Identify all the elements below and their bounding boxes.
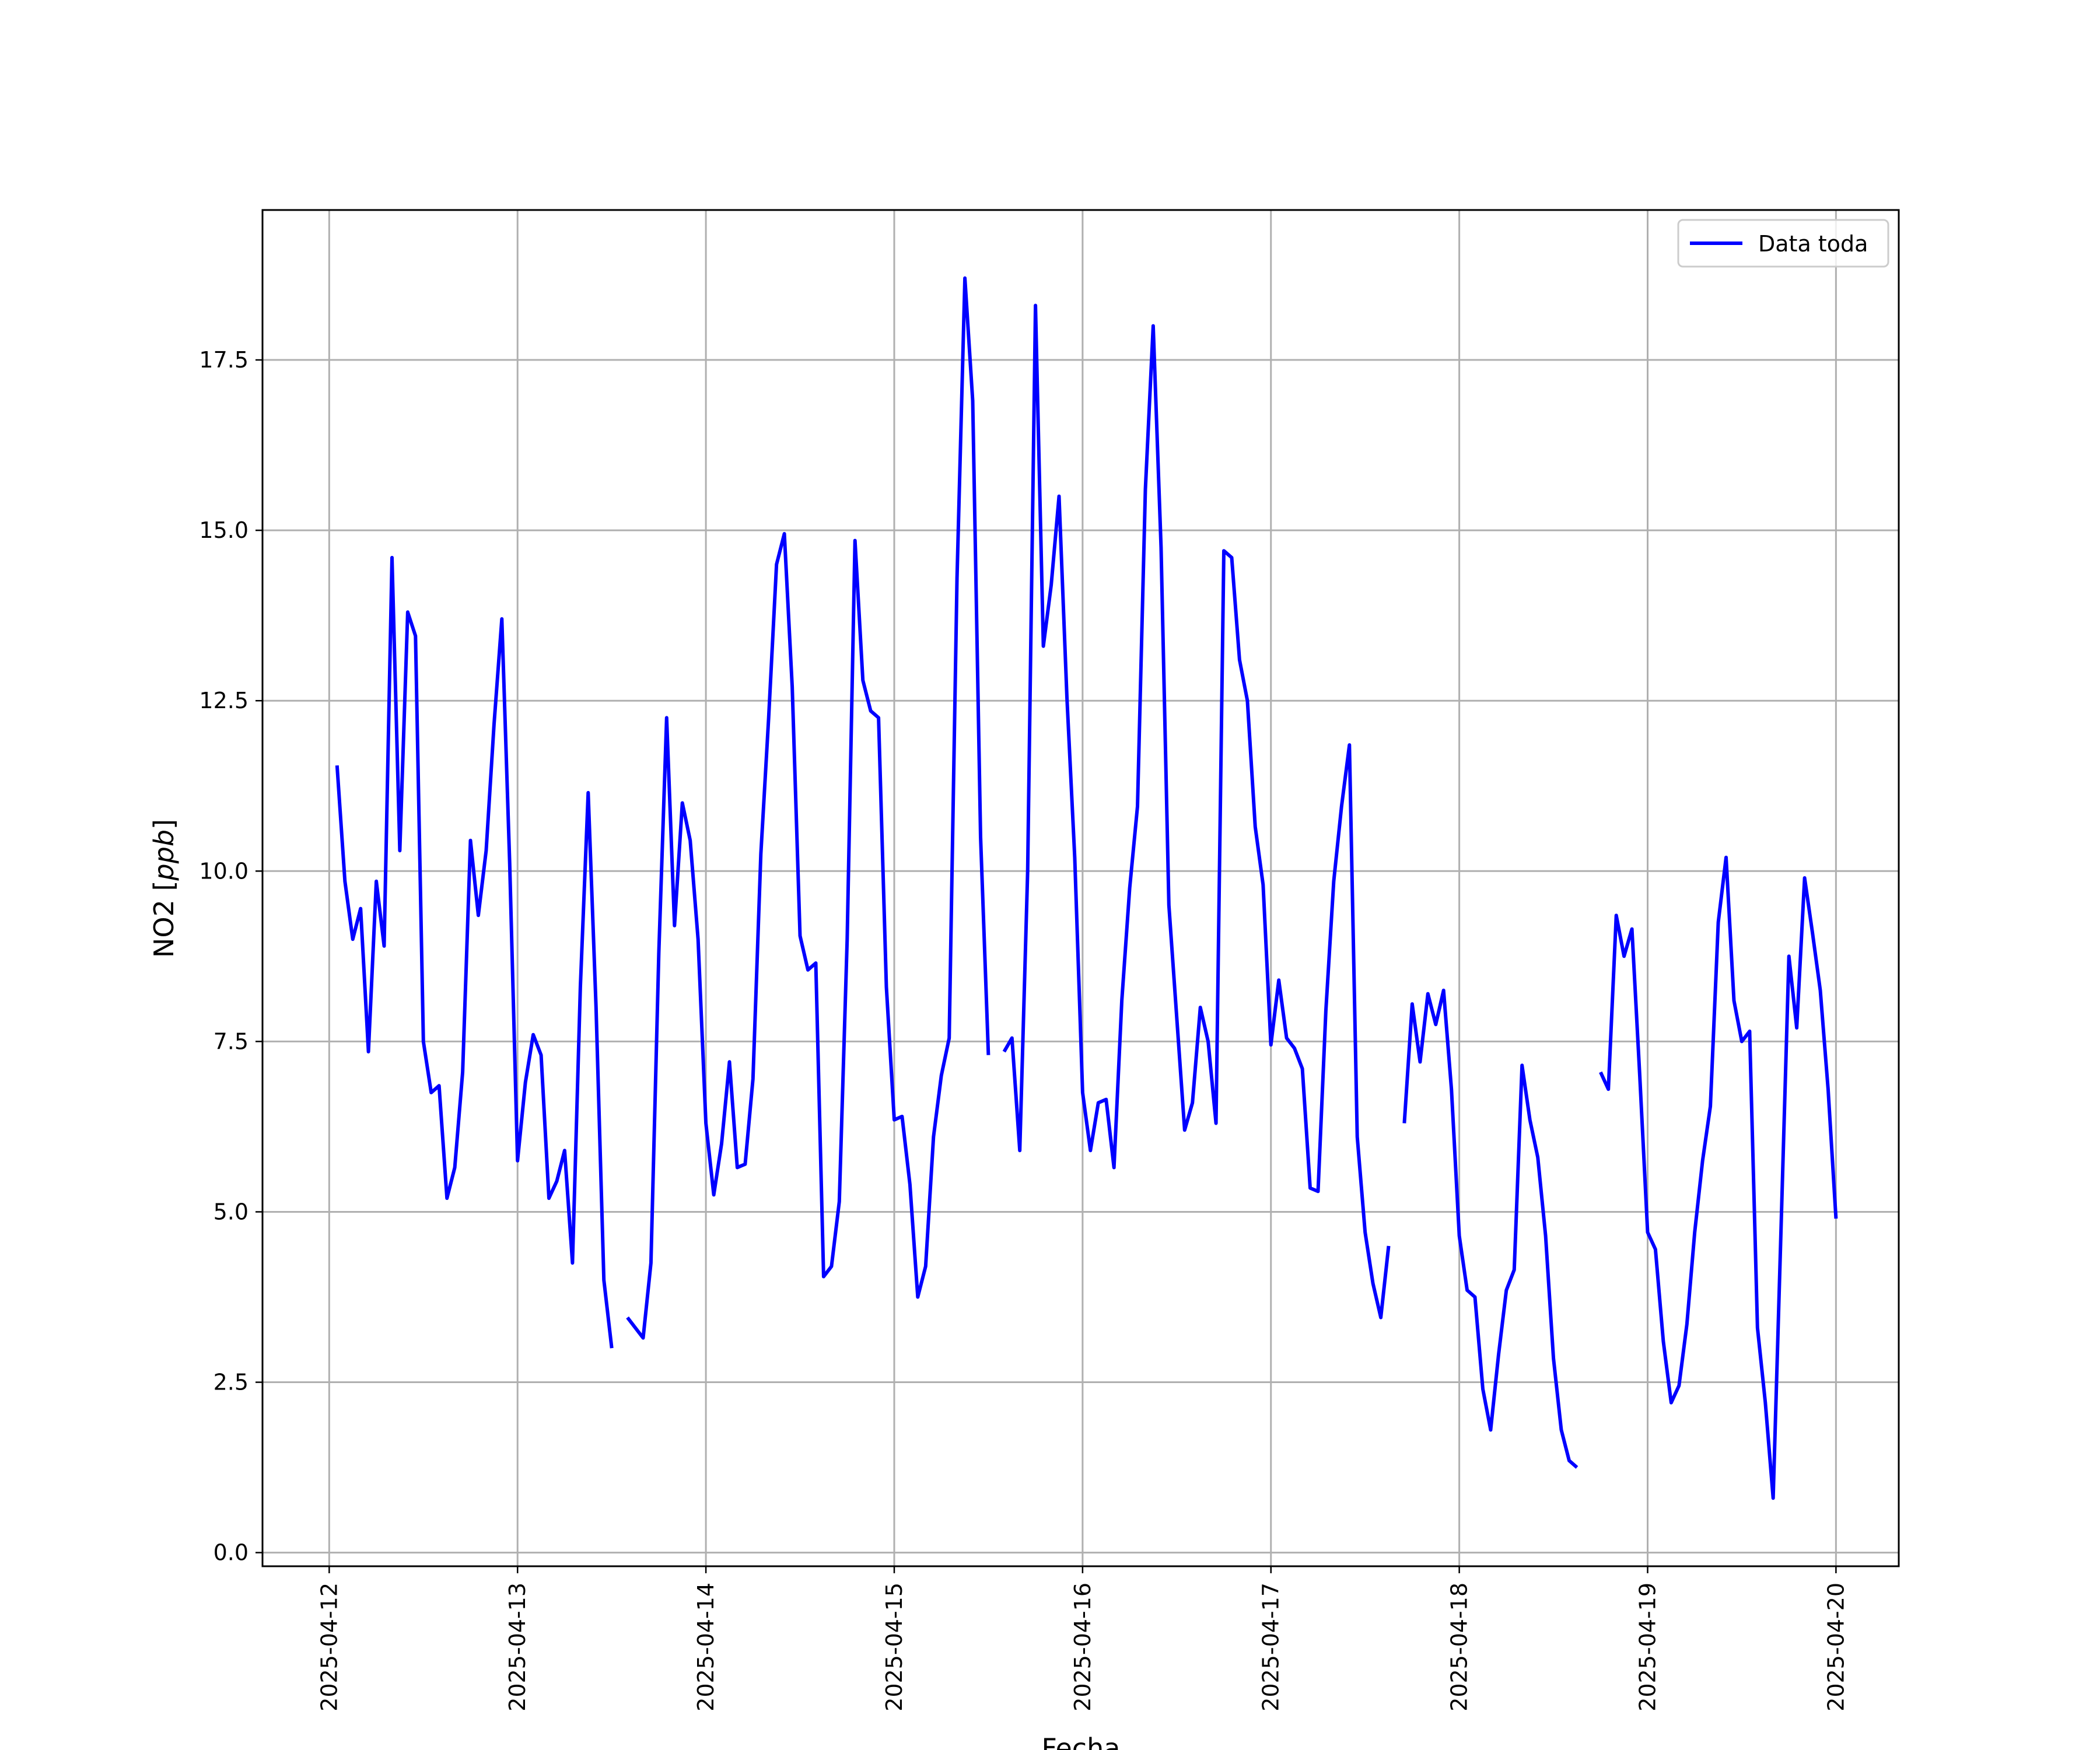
x-tick-label: 2025-04-15	[881, 1583, 907, 1712]
series-layer	[335, 276, 1838, 1500]
legend: Data toda	[1677, 219, 1889, 268]
x-tick-label: 2025-04-17	[1258, 1583, 1284, 1712]
x-tick-label: 2025-04-18	[1447, 1583, 1472, 1712]
x-tick-label: 2025-04-14	[693, 1583, 719, 1712]
x-tick-label: 2025-04-12	[316, 1583, 342, 1712]
grid	[262, 210, 1899, 1566]
y-tick-label: 17.5	[199, 347, 249, 373]
x-tick-label: 2025-04-13	[505, 1583, 530, 1712]
series-line-data-toda	[335, 276, 1838, 1500]
y-tick-label: 2.5	[214, 1370, 249, 1395]
ticks	[256, 359, 1837, 1573]
y-tick-label: 12.5	[199, 688, 249, 713]
legend-box	[1677, 219, 1889, 268]
legend-label: Data toda	[1758, 231, 1868, 257]
y-tick-label: 7.5	[214, 1028, 249, 1054]
y-axis-label: NO2 [ppb]	[148, 819, 180, 958]
x-axis-label: Fecha	[1042, 1732, 1121, 1750]
y-tick-label: 15.0	[199, 517, 249, 543]
x-tick-label: 2025-04-19	[1634, 1583, 1660, 1712]
y-tick-label: 10.0	[199, 858, 249, 884]
tick-labels: 2025-04-12 2025-04-13 2025-04-14 2025-04-15…	[199, 347, 1849, 1712]
x-tick-label: 2025-04-20	[1823, 1583, 1849, 1712]
y-tick-label: 0.0	[214, 1540, 249, 1566]
x-tick-label: 2025-04-16	[1070, 1583, 1096, 1712]
plot-frame	[261, 209, 1900, 1567]
y-tick-label: 5.0	[214, 1199, 249, 1224]
